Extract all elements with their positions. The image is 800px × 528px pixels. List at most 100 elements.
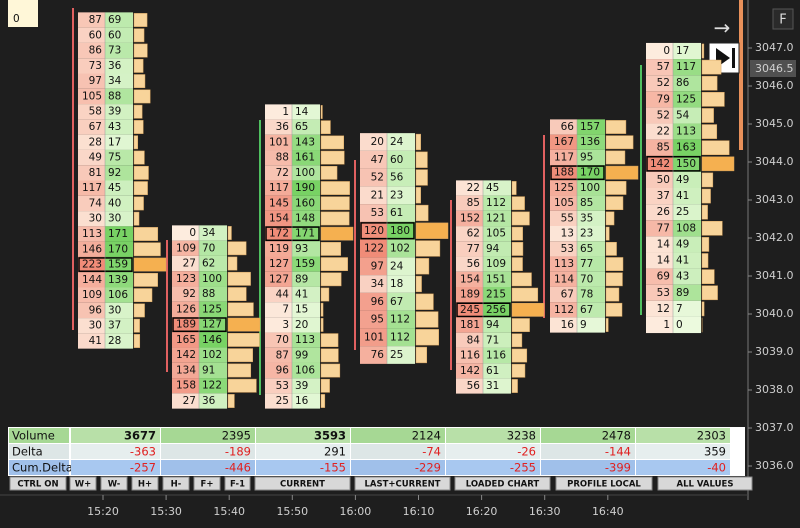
toolbar-button[interactable] xyxy=(162,476,190,491)
ask-cell xyxy=(673,316,701,334)
ask-cell xyxy=(292,378,320,394)
toolbar-button[interactable] xyxy=(69,476,97,491)
bid-value: 142 xyxy=(176,349,196,361)
bid-value: 67 xyxy=(561,289,574,301)
bid-cell xyxy=(456,347,483,364)
time-label: 16:00 xyxy=(340,505,372,518)
volume-bar xyxy=(227,256,238,271)
summary-value: -255 xyxy=(510,461,536,475)
volume-bar xyxy=(605,272,623,287)
ask-value: 75 xyxy=(108,152,121,164)
bid-value: 84 xyxy=(467,334,481,346)
bid-cell xyxy=(550,149,577,166)
ask-cell xyxy=(105,180,133,196)
toolbar-button[interactable] xyxy=(131,476,159,491)
summary-cell xyxy=(71,444,160,459)
ask-cell xyxy=(483,241,511,257)
ask-value: 148 xyxy=(295,212,315,224)
summary-cell xyxy=(446,428,540,443)
bid-value: 7 xyxy=(282,304,289,316)
ask-value: 69 xyxy=(108,14,121,26)
bid-cell xyxy=(78,165,105,181)
bid-cell xyxy=(646,284,673,301)
bid-cell xyxy=(456,195,483,211)
ask-value: 88 xyxy=(202,288,215,300)
ask-cell xyxy=(673,171,701,188)
bid-cell xyxy=(265,332,292,348)
bid-cell xyxy=(78,73,105,89)
ask-cell xyxy=(483,363,511,379)
ask-value: 170 xyxy=(580,167,600,179)
volume-bar xyxy=(320,348,339,363)
bid-value: 72 xyxy=(276,167,289,179)
toolbar-button-label: CURRENT xyxy=(280,480,325,490)
volume-bar xyxy=(701,285,718,301)
ask-cell xyxy=(483,271,511,287)
bid-value: 81 xyxy=(89,167,102,179)
toolbar-button[interactable] xyxy=(224,476,251,491)
bid-value: 87 xyxy=(89,14,102,26)
volume-bar xyxy=(605,120,627,134)
volume-bar xyxy=(133,303,145,318)
volume-bar xyxy=(133,89,151,104)
volume-bar xyxy=(133,120,144,134)
toolbar-button[interactable] xyxy=(9,476,67,491)
ask-cell xyxy=(577,226,605,242)
summary-label: Delta xyxy=(12,445,43,459)
flag-button[interactable] xyxy=(772,8,794,30)
bid-value: 50 xyxy=(657,174,670,186)
bid-value: 79 xyxy=(657,93,670,105)
toolbar-button[interactable] xyxy=(100,476,128,491)
bid-cell xyxy=(172,225,199,241)
ask-value: 40 xyxy=(108,197,121,209)
ask-cell xyxy=(387,133,415,151)
toolbar-button[interactable] xyxy=(254,476,351,491)
volume-bar xyxy=(133,74,146,89)
summary-cell xyxy=(256,444,350,459)
volume-bar xyxy=(133,196,144,211)
ask-cell xyxy=(577,195,605,211)
volume-bar xyxy=(511,348,528,363)
volume-bar xyxy=(320,211,350,226)
toolbar-button[interactable] xyxy=(657,476,753,491)
ask-cell xyxy=(577,302,605,318)
bid-cell xyxy=(456,332,483,348)
volume-bar xyxy=(511,226,523,241)
bid-cell xyxy=(550,271,577,287)
bid-cell xyxy=(646,171,673,188)
bid-cell xyxy=(265,210,292,227)
ask-value: 91 xyxy=(202,364,215,376)
volume-bar xyxy=(133,150,145,165)
toolbar-button[interactable] xyxy=(354,476,451,491)
toolbar-button[interactable] xyxy=(193,476,221,491)
ask-value: 20 xyxy=(295,319,308,331)
ask-value: 39 xyxy=(295,380,308,392)
bid-value: 189 xyxy=(460,289,480,301)
volume-bar xyxy=(227,271,251,286)
volume-bar xyxy=(415,204,429,222)
toolbar-button-label: F+ xyxy=(201,480,214,490)
ask-value: 9 xyxy=(580,319,587,331)
scroll-arrow-icon[interactable]: → xyxy=(714,16,731,40)
bid-value: 57 xyxy=(657,61,670,73)
bid-value: 41 xyxy=(89,335,102,347)
toolbar-button[interactable] xyxy=(454,476,551,491)
ask-value: 125 xyxy=(202,303,222,315)
price-label: 3044.0 xyxy=(755,155,794,168)
toolbar-button[interactable] xyxy=(555,476,653,491)
bid-cell xyxy=(550,256,577,272)
ask-value: 150 xyxy=(676,158,696,170)
summary-cell xyxy=(71,428,160,443)
ask-value: 160 xyxy=(295,197,315,209)
bid-value: 223 xyxy=(82,259,102,271)
volume-bar xyxy=(701,108,714,123)
bid-cell xyxy=(646,91,673,108)
ask-value: 106 xyxy=(295,365,315,377)
ask-cell xyxy=(199,225,227,241)
volume-bar xyxy=(701,92,725,107)
bid-cell xyxy=(78,211,105,227)
volume-bar xyxy=(701,220,723,236)
ask-value: 7 xyxy=(676,303,683,315)
bid-value: 3 xyxy=(282,319,289,331)
volume-bar xyxy=(701,124,718,139)
